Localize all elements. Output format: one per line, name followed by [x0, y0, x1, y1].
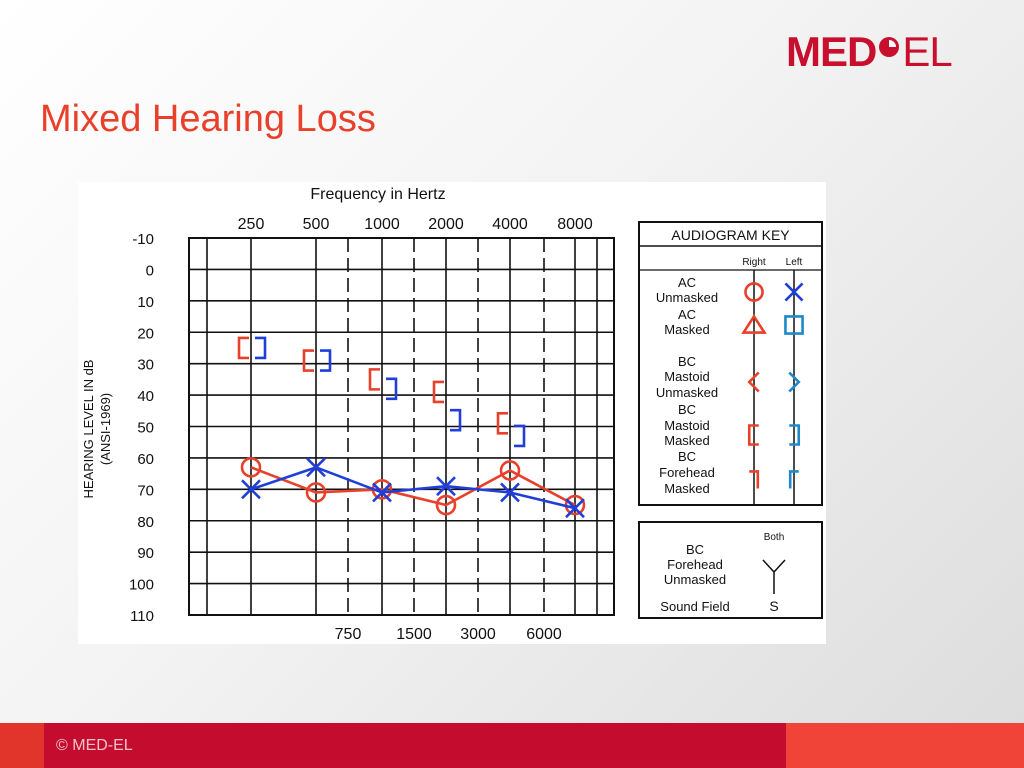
y-tick-label: 70 [137, 482, 154, 499]
data-point-x-left [372, 482, 392, 503]
y-tick-label: 110 [130, 608, 154, 625]
data-point-x-left [436, 476, 456, 497]
x-bottom-tick-label: 750 [335, 626, 362, 643]
data-point-bracket-right-left [450, 408, 462, 432]
footer-bar [44, 723, 786, 768]
key-frame [638, 221, 823, 506]
footer-left-strip [0, 723, 44, 768]
x-bottom-tick-label: 3000 [460, 626, 496, 643]
data-point-bracket-right-left [255, 336, 267, 360]
y-tick-label: 50 [137, 420, 154, 437]
audiogram-chart: -10 0 10 20 30 40 50 60 70 80 90 100 110 Frequency in… [81, 186, 823, 643]
key-row-label: Mastoid [664, 369, 710, 384]
y-tick-label: 30 [137, 357, 154, 374]
data-point-bracket-left-right [302, 349, 314, 372]
y-tick-label: 60 [137, 451, 154, 468]
slide-title: Mixed Hearing Loss [40, 98, 376, 140]
key-both-row-label: Forehead [667, 557, 723, 572]
logo-text-el: EL [902, 28, 952, 75]
x-bottom-tick-label: 6000 [526, 626, 562, 643]
key-title: AUDIOGRAM KEY [671, 227, 790, 243]
key-sound-field-symbol: S [769, 598, 778, 614]
key-row-label: Masked [664, 322, 710, 337]
x-top-tick-label: 500 [303, 216, 330, 233]
key-row-label: Unmasked [656, 290, 718, 305]
key-row-label: AC [678, 275, 696, 290]
key-row-label: BC [678, 449, 696, 464]
footer-copyright: © MED-EL [56, 737, 133, 754]
key-row-label: Masked [664, 433, 710, 448]
key-symbol-left-square [784, 315, 804, 335]
key-symbol-left-corner-left [788, 470, 799, 489]
key-row-label: BC [678, 354, 696, 369]
key-symbol-left-x [784, 282, 804, 302]
audiogram-panel: -10 0 10 20 30 40 50 60 70 80 90 100 110 Frequency in… [78, 182, 826, 644]
data-point-bracket-left-right [432, 380, 444, 404]
data-point-circle-right [305, 482, 327, 503]
key-symbol-left-angle-right [788, 371, 801, 393]
key-row-label: BC [678, 402, 696, 417]
data-point-circle-right [499, 460, 521, 481]
series-line-left [250, 465, 576, 510]
data-point-x-left [565, 498, 585, 519]
key-row-label: Masked [664, 481, 710, 496]
key-col-right: Right [742, 257, 766, 268]
key-both-label: Both [764, 532, 785, 543]
y-axis-label: HEARING LEVEL IN dB [81, 360, 96, 499]
data-point-bracket-left-right [237, 336, 249, 360]
key-row-label: Mastoid [664, 418, 710, 433]
key-symbol-right-angle-left [747, 371, 760, 393]
data-point-circle-right [240, 457, 262, 478]
y-tick-label: 40 [137, 388, 154, 405]
key-symbol-right-corner-right [749, 470, 760, 489]
y-tick-label: 100 [129, 577, 154, 594]
x-bottom-tick-label: 1500 [396, 626, 432, 643]
x-top-tick-label: 8000 [557, 216, 593, 233]
logo-mark-icon [879, 37, 900, 57]
key-row-label: Forehead [659, 465, 715, 480]
y-tick-label: 0 [146, 262, 154, 279]
key-both-frame [638, 521, 823, 619]
data-point-x-left [306, 457, 326, 478]
key-sound-field-label: Sound Field [660, 599, 729, 614]
footer: © MED-EL [0, 723, 1024, 768]
data-point-x-left [241, 479, 261, 500]
data-point-bracket-left-right [368, 368, 380, 391]
bc-forehead-unmasked-icon [762, 559, 786, 594]
y-tick-label: -10 [132, 231, 154, 248]
key-symbol-right-bracket-left [747, 424, 759, 446]
data-point-bracket-right-left [514, 424, 526, 448]
series-line-right [250, 466, 576, 507]
y-tick-label: 80 [137, 514, 154, 531]
logo-text-med: MED [786, 28, 877, 75]
data-point-circle-right [435, 494, 457, 516]
x-top-tick-label: 2000 [428, 216, 464, 233]
data-point-bracket-right-left [386, 377, 398, 401]
y-axis-sublabel: (ANSI-1969) [98, 393, 113, 465]
y-tick-label: 90 [137, 545, 154, 562]
y-tick-label: 20 [137, 325, 154, 342]
key-both-row-label: Unmasked [664, 572, 726, 587]
key-both-row-label: BC [686, 542, 704, 557]
x-top-tick-label: 1000 [364, 216, 400, 233]
data-point-bracket-right-left [320, 349, 332, 372]
data-point-x-left [500, 482, 520, 503]
key-symbol-right-triangle [741, 314, 767, 334]
med-el-logo: MED EL [786, 28, 986, 75]
x-top-tick-label: 4000 [492, 216, 528, 233]
key-row-label: AC [678, 307, 696, 322]
x-top-tick-label: 250 [238, 216, 265, 233]
key-row-label: Unmasked [656, 385, 718, 400]
data-point-bracket-left-right [496, 412, 508, 435]
y-tick-label: 10 [137, 294, 154, 311]
key-symbol-right-circle [744, 282, 764, 302]
x-axis-title: Frequency in Hertz [310, 186, 445, 203]
key-col-left: Left [786, 257, 803, 268]
footer-right-strip [786, 723, 1024, 768]
key-symbol-left-bracket-right [789, 424, 801, 446]
